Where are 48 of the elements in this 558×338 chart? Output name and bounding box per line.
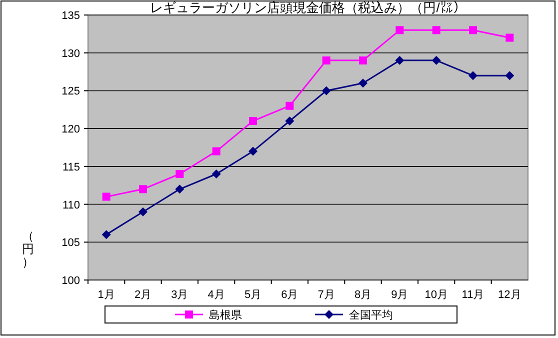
x-tick-label: 1月 bbox=[98, 289, 115, 301]
x-tick-label: 6月 bbox=[281, 289, 298, 301]
point bbox=[175, 184, 184, 194]
y-tick-label: 130 bbox=[62, 48, 80, 60]
x-tick-label: 5月 bbox=[244, 289, 262, 301]
point bbox=[102, 192, 110, 201]
point bbox=[286, 102, 294, 110]
point bbox=[176, 170, 184, 178]
point bbox=[102, 230, 111, 240]
chart-title: レギュラーガソリン店頭現金価格（税込み）（円/㍑） bbox=[150, 0, 466, 15]
x-tick-label: 10月 bbox=[424, 289, 448, 301]
x-tick-label: 4月 bbox=[208, 289, 225, 301]
point bbox=[396, 26, 404, 34]
point bbox=[359, 56, 367, 64]
x-tick-label: 12月 bbox=[498, 289, 522, 301]
point bbox=[139, 185, 147, 194]
x-tick-label: 7月 bbox=[318, 289, 335, 301]
point bbox=[285, 116, 294, 126]
x-tick-label: 2月 bbox=[134, 289, 152, 301]
point bbox=[468, 71, 478, 80]
point bbox=[395, 56, 404, 65]
point bbox=[432, 56, 441, 65]
point bbox=[505, 71, 514, 80]
x-tick-label: 11月 bbox=[462, 289, 484, 301]
point bbox=[249, 117, 257, 125]
legend-label: 全国平均 bbox=[349, 310, 393, 322]
point bbox=[358, 78, 368, 88]
x-tick-label: 9月 bbox=[391, 289, 408, 301]
x-tick-label: 3月 bbox=[171, 289, 188, 301]
y-tick-label: 100 bbox=[62, 275, 80, 287]
point bbox=[212, 147, 220, 156]
y-axis-title: （円） bbox=[22, 229, 34, 269]
legend-label: 島根県 bbox=[209, 308, 242, 322]
y-tick-label: 125 bbox=[62, 86, 80, 98]
point bbox=[469, 26, 477, 34]
point bbox=[212, 170, 221, 178]
point bbox=[432, 26, 440, 34]
x-tick-label: 8月 bbox=[354, 289, 372, 301]
y-tick-label: 135 bbox=[62, 10, 80, 22]
point bbox=[322, 56, 330, 64]
y-tick-label: 115 bbox=[62, 161, 80, 174]
point bbox=[322, 86, 331, 96]
y-tick-label: 120 bbox=[62, 124, 80, 136]
point bbox=[248, 146, 258, 156]
y-tick-label: 110 bbox=[62, 199, 80, 212]
point bbox=[506, 34, 514, 42]
point bbox=[138, 207, 148, 216]
y-tick-label: 105 bbox=[62, 237, 80, 250]
